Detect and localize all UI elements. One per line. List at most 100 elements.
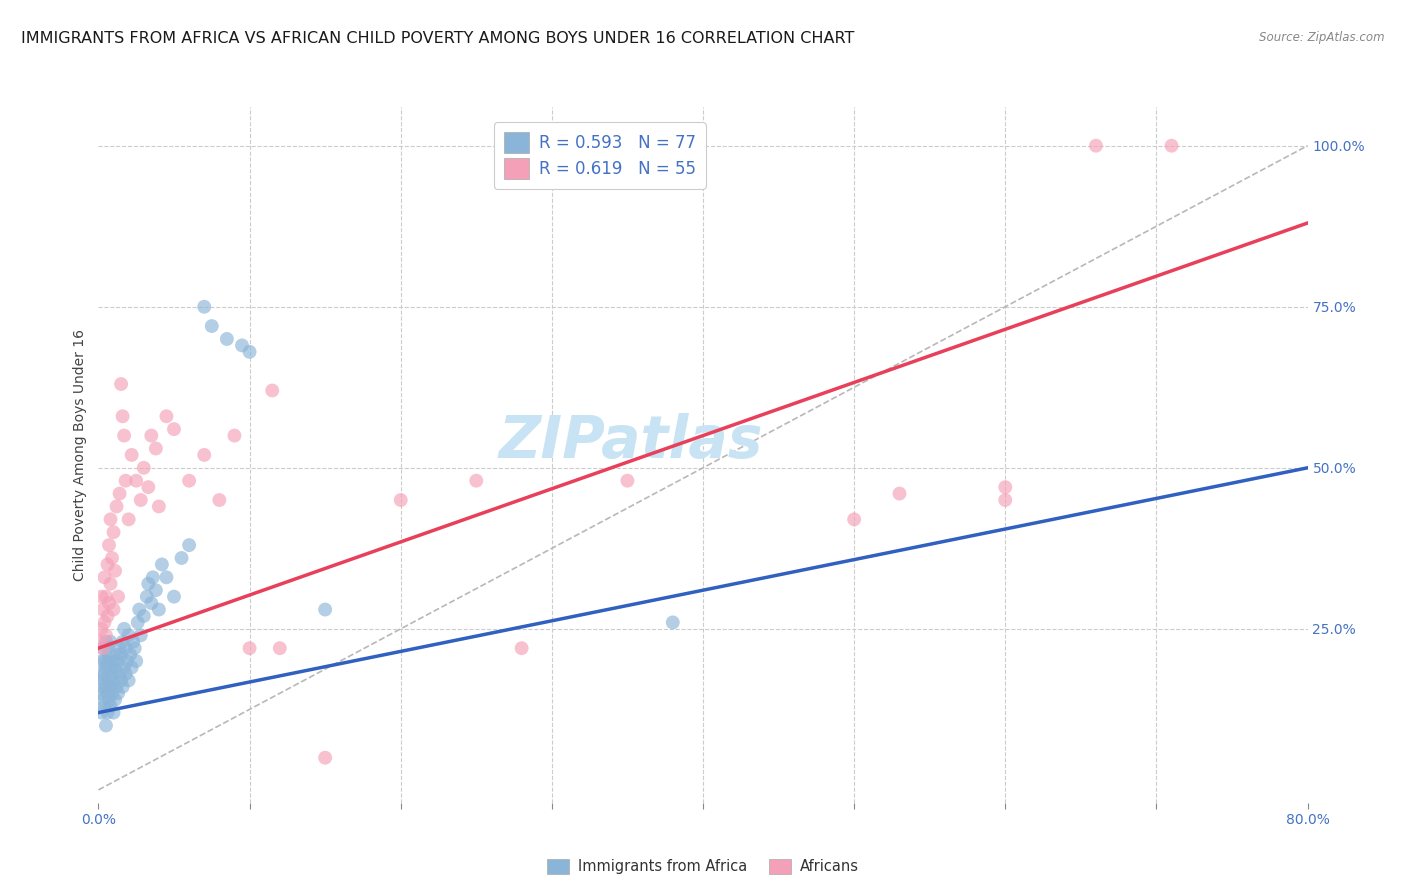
- Point: [125, 654, 148, 668]
- Point: [314, 602, 336, 616]
- Point: [125, 474, 148, 488]
- Point: [314, 750, 336, 764]
- Text: IMMIGRANTS FROM AFRICA VS AFRICAN CHILD POVERTY AMONG BOYS UNDER 16 CORRELATION : IMMIGRANTS FROM AFRICA VS AFRICAN CHILD …: [21, 31, 855, 46]
- Point: [179, 538, 201, 552]
- Point: [98, 648, 121, 662]
- Point: [155, 570, 177, 584]
- Point: [91, 673, 114, 688]
- Point: [121, 448, 143, 462]
- Point: [94, 660, 117, 674]
- Point: [103, 602, 125, 616]
- Point: [889, 486, 911, 500]
- Point: [118, 628, 141, 642]
- Legend: Immigrants from Africa, Africans: Immigrants from Africa, Africans: [541, 853, 865, 880]
- Point: [104, 564, 127, 578]
- Point: [100, 699, 122, 714]
- Point: [239, 344, 262, 359]
- Text: Source: ZipAtlas.com: Source: ZipAtlas.com: [1260, 31, 1385, 45]
- Point: [193, 448, 215, 462]
- Point: [98, 692, 121, 706]
- Point: [135, 590, 157, 604]
- Point: [110, 377, 132, 392]
- Y-axis label: Child Poverty Among Boys Under 16: Child Poverty Among Boys Under 16: [73, 329, 87, 581]
- Point: [110, 648, 132, 662]
- Point: [112, 428, 135, 442]
- Point: [111, 680, 134, 694]
- Point: [124, 641, 146, 656]
- Point: [163, 590, 186, 604]
- Point: [101, 686, 124, 700]
- Point: [115, 654, 138, 668]
- Point: [108, 486, 131, 500]
- Point: [94, 718, 117, 732]
- Point: [844, 512, 866, 526]
- Point: [163, 422, 186, 436]
- Point: [91, 641, 114, 656]
- Point: [150, 558, 173, 572]
- Point: [96, 686, 118, 700]
- Point: [148, 602, 170, 616]
- Point: [129, 628, 152, 642]
- Point: [120, 648, 142, 662]
- Point: [465, 474, 488, 488]
- Point: [141, 596, 163, 610]
- Point: [145, 583, 167, 598]
- Point: [1085, 138, 1108, 153]
- Point: [215, 332, 238, 346]
- Point: [136, 576, 159, 591]
- Point: [96, 558, 118, 572]
- Point: [112, 622, 135, 636]
- Point: [90, 654, 112, 668]
- Point: [121, 660, 143, 674]
- Point: [105, 648, 128, 662]
- Point: [661, 615, 683, 630]
- Point: [101, 667, 124, 681]
- Point: [107, 654, 129, 668]
- Point: [100, 634, 122, 648]
- Point: [155, 409, 177, 424]
- Point: [201, 319, 224, 334]
- Point: [103, 673, 125, 688]
- Point: [128, 602, 150, 616]
- Point: [105, 680, 128, 694]
- Point: [90, 706, 112, 720]
- Point: [98, 596, 121, 610]
- Point: [89, 667, 111, 681]
- Point: [114, 474, 136, 488]
- Point: [96, 654, 118, 668]
- Point: [148, 500, 170, 514]
- Point: [510, 641, 533, 656]
- Point: [111, 634, 134, 648]
- Point: [98, 538, 121, 552]
- Point: [100, 512, 122, 526]
- Point: [994, 480, 1017, 494]
- Point: [132, 609, 155, 624]
- Point: [100, 660, 122, 674]
- Point: [142, 570, 165, 584]
- Point: [141, 428, 163, 442]
- Point: [122, 634, 145, 648]
- Point: [112, 660, 135, 674]
- Point: [118, 512, 141, 526]
- Point: [90, 680, 112, 694]
- Point: [100, 680, 122, 694]
- Point: [91, 692, 114, 706]
- Point: [94, 680, 117, 694]
- Point: [93, 615, 115, 630]
- Point: [93, 570, 115, 584]
- Point: [90, 590, 112, 604]
- Point: [89, 634, 111, 648]
- Legend: R = 0.593   N = 77, R = 0.619   N = 55: R = 0.593 N = 77, R = 0.619 N = 55: [494, 122, 706, 189]
- Point: [118, 673, 141, 688]
- Point: [107, 590, 129, 604]
- Point: [262, 384, 284, 398]
- Point: [104, 660, 127, 674]
- Point: [224, 428, 246, 442]
- Point: [96, 609, 118, 624]
- Point: [100, 576, 122, 591]
- Point: [107, 686, 129, 700]
- Point: [93, 654, 115, 668]
- Point: [94, 590, 117, 604]
- Point: [93, 667, 115, 681]
- Point: [129, 493, 152, 508]
